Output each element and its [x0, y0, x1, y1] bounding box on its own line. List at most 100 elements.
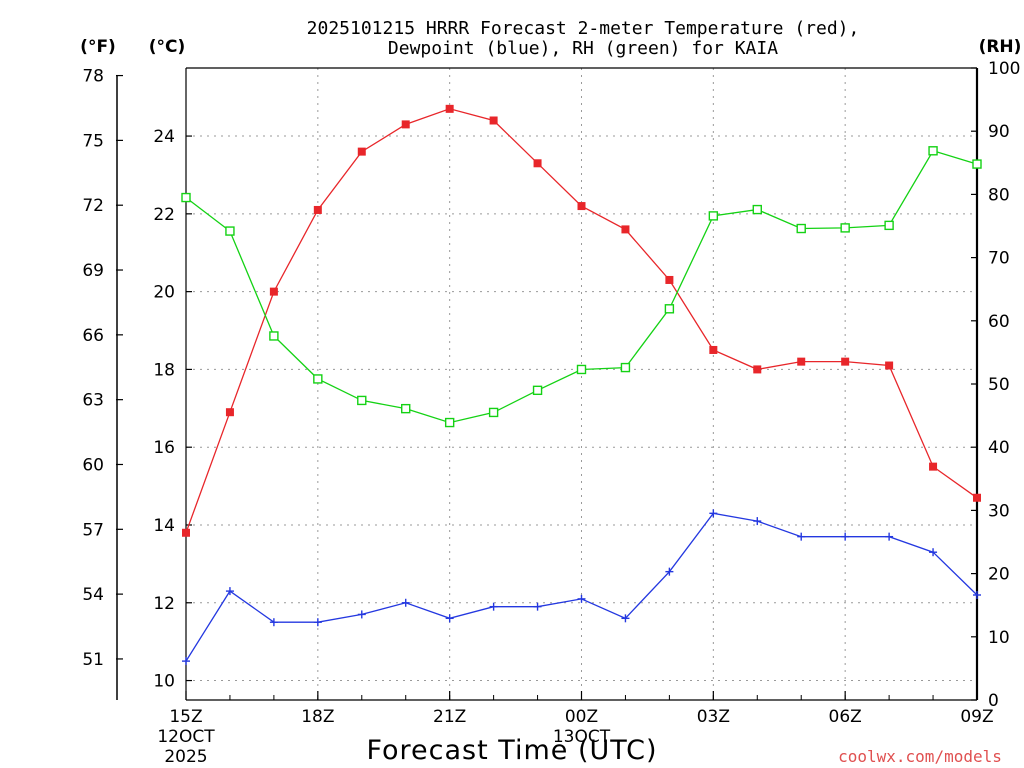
rh-tick-label: 100: [988, 59, 1020, 79]
celsius-tick-label: 22: [153, 205, 175, 225]
celsius-tick-label: 24: [153, 127, 175, 147]
rh-point: [181, 192, 191, 203]
rh-point: [752, 204, 762, 215]
rh-tick-label: 70: [988, 249, 1010, 269]
x-tick-date-label: 12OCT: [157, 727, 215, 747]
fahrenheit-tick-label: 69: [82, 261, 104, 281]
dewpoint-point: [929, 548, 938, 557]
x-tick-label: 09Z: [960, 707, 993, 727]
rh-tick-label: 80: [988, 185, 1010, 205]
rh-point: [488, 407, 499, 418]
celsius-tick-label: 10: [153, 672, 175, 692]
fahrenheit-tick-label: 57: [82, 520, 104, 540]
x-tick-label: 00Z: [565, 707, 598, 727]
temperature-point: [182, 528, 190, 537]
rh-point: [401, 403, 411, 414]
fahrenheit-tick-label: 54: [82, 585, 104, 605]
watermark-text: coolwx.com/models: [838, 747, 1002, 766]
dewpoint-point: [489, 602, 498, 611]
rh-point: [444, 417, 455, 428]
celsius-tick-label: 12: [153, 594, 175, 614]
rh-point: [357, 395, 367, 406]
temperature-point: [929, 462, 938, 471]
dewpoint-point: [533, 602, 542, 611]
fahrenheit-unit-label: (°F): [80, 37, 116, 57]
data-series: [181, 104, 982, 666]
temperature-point: [753, 365, 762, 374]
dewpoint-point: [841, 532, 850, 541]
x-tick-label: 21Z: [433, 707, 466, 727]
dewpoint-point: [621, 614, 630, 623]
rh-point: [576, 364, 587, 375]
temperature-point: [621, 225, 630, 234]
dewpoint-point: [973, 590, 981, 599]
x-tick-label: 18Z: [301, 707, 334, 727]
temperature-point: [973, 493, 981, 502]
grid-lines: [186, 68, 977, 700]
celsius-tick-label: 14: [153, 516, 175, 536]
x-tick-label: 03Z: [697, 707, 730, 727]
celsius-tick-label: 16: [153, 438, 175, 458]
dewpoint-point: [885, 532, 894, 541]
fahrenheit-tick-label: 51: [82, 650, 104, 670]
rh-tick-label: 0: [988, 691, 999, 711]
fahrenheit-tick-label: 72: [82, 196, 104, 216]
temperature-point: [357, 147, 366, 156]
rh-unit-label: (RH): [979, 37, 1022, 57]
dewpoint-point: [269, 618, 278, 627]
rh-tick-label: 60: [988, 312, 1010, 332]
rh-point: [972, 159, 982, 169]
chart-title-line1: 2025101215 HRRR Forecast 2-meter Tempera…: [307, 18, 860, 39]
chart-title-line2: Dewpoint (blue), RH (green) for KAIA: [388, 38, 778, 59]
rh-tick-label: 30: [988, 501, 1010, 521]
temperature-point: [533, 159, 542, 168]
rh-point: [884, 220, 894, 231]
rh-point: [313, 374, 323, 384]
rh-point: [928, 146, 938, 156]
dewpoint-point: [797, 532, 806, 541]
rh-tick-label: 90: [988, 122, 1010, 142]
fahrenheit-tick-label: 78: [82, 67, 104, 87]
tick-labels: 51 54 57 60 63 66 69 72 75 78 10 12 14 16 18 20 22 24 0 10 2…: [82, 59, 1020, 767]
rh-point: [225, 226, 235, 236]
rh-tick-label: 20: [988, 565, 1010, 585]
rh-tick-label: 10: [988, 628, 1010, 648]
temperature-point: [577, 202, 586, 211]
temperature-point: [885, 361, 894, 370]
rh-tick-label: 40: [988, 438, 1010, 458]
dewpoint-point: [665, 567, 674, 576]
temperature-point: [489, 116, 498, 125]
dewpoint-point: [709, 509, 718, 518]
rh-point: [620, 362, 631, 373]
rh-point: [664, 304, 675, 314]
temperature-point: [313, 205, 322, 214]
temperature-point: [269, 287, 278, 296]
rh-point: [532, 385, 543, 396]
dewpoint-point: [401, 598, 410, 607]
celsius-tick-label: 18: [153, 360, 175, 380]
rh-point: [840, 223, 850, 233]
temperature-point: [445, 104, 454, 113]
x-tick-year-label: 2025: [164, 747, 207, 767]
x-axis-title: Forecast Time (UTC): [366, 735, 657, 766]
celsius-tick-label: 20: [153, 283, 175, 303]
x-tick-date-label: 13OCT: [553, 727, 611, 747]
dewpoint-point: [753, 517, 762, 526]
fahrenheit-tick-label: 66: [82, 326, 104, 346]
dewpoint-point: [357, 610, 366, 619]
dewpoint-point: [577, 594, 586, 603]
rh-point: [708, 211, 719, 221]
temperature-point: [225, 408, 234, 417]
temperature-point: [401, 120, 410, 129]
dewpoint-point: [182, 657, 190, 666]
dewpoint-point: [225, 587, 234, 596]
temperature-point: [797, 357, 806, 366]
dewpoint-point: [313, 618, 322, 627]
rh-point: [796, 223, 806, 234]
celsius-unit-label: (°C): [149, 37, 186, 57]
rh-tick-label: 50: [988, 375, 1010, 395]
temperature-point: [709, 345, 718, 354]
temperature-point: [841, 357, 850, 366]
x-tick-label: 15Z: [169, 707, 202, 727]
